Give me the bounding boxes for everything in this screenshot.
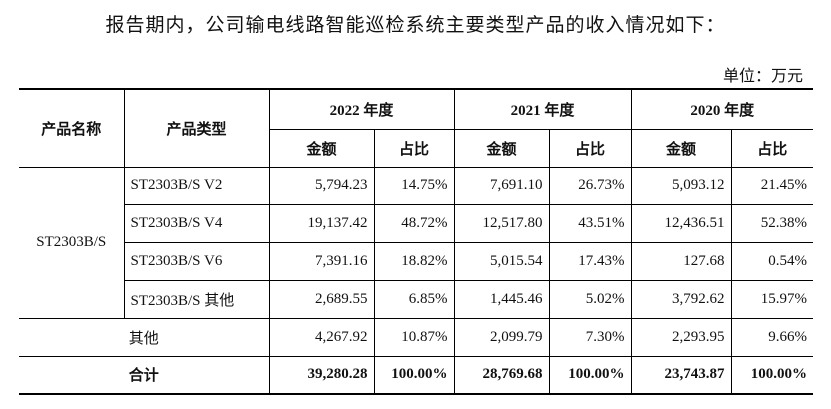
header-product-type: 产品类型 — [123, 88, 270, 168]
header-row-years: 产品名称 产品类型 2022 年度 2021 年度 2020 年度 — [19, 88, 814, 168]
amount-cell: 4,267.92 — [268, 317, 375, 357]
amount-cell: 3,792.62 — [630, 279, 732, 319]
product-type-cell: ST2303B/S V2 — [123, 166, 270, 205]
header-year-2021: 2021 年度 — [453, 88, 632, 130]
unit-label: 单位：万元 — [722, 66, 803, 85]
header-year-2020: 2020 年度 — [630, 88, 814, 130]
table-row-total: 合计 39,280.28 100.00% 28,769.68 100.00% 2… — [19, 355, 814, 395]
header-amount: 金额 — [269, 128, 375, 168]
ratio-cell: 5.02% — [548, 279, 632, 319]
header-year-2022: 2022 年度 — [268, 88, 455, 130]
header-product-name: 产品名称 — [19, 88, 125, 168]
other-label-cell: 其他 — [19, 317, 270, 357]
total-amount-cell: 28,769.68 — [453, 355, 550, 395]
amount-cell: 2,099.79 — [453, 317, 550, 357]
ratio-cell: 17.43% — [548, 241, 632, 281]
ratio-cell: 48.72% — [373, 203, 455, 243]
product-type-cell: ST2303B/S V6 — [124, 241, 270, 281]
table-row: ST2303B/S V6 7,391.16 18.82% 5,015.54 17… — [19, 241, 814, 281]
ratio-cell: 6.85% — [373, 279, 455, 319]
ratio-cell: 26.73% — [548, 166, 632, 205]
ratio-cell: 52.38% — [730, 203, 814, 243]
header-ratio: 占比 — [373, 128, 455, 168]
amount-cell: 7,691.10 — [453, 166, 550, 205]
total-label-cell: 合计 — [19, 355, 270, 395]
intro-text: 报告期内，公司输电线路智能巡检系统主要类型产品的收入情况如下： — [105, 14, 726, 36]
ratio-cell: 9.66% — [730, 317, 814, 357]
total-ratio-cell: 100.00% — [548, 355, 632, 395]
ratio-cell: 15.97% — [730, 279, 814, 319]
amount-cell: 5,015.54 — [453, 241, 550, 281]
header-ratio: 占比 — [548, 128, 632, 168]
total-ratio-cell: 100.00% — [373, 355, 455, 395]
ratio-cell: 10.87% — [373, 317, 455, 357]
total-amount-cell: 23,743.87 — [630, 355, 732, 395]
income-table: 产品名称 产品类型 2022 年度 2021 年度 2020 年度 金额 占比 … — [19, 88, 814, 395]
product-type-cell: ST2303B/S V4 — [124, 203, 270, 243]
table-row: ST2303B/S 其他 2,689.55 6.85% 1,445.46 5.0… — [19, 279, 814, 319]
header-ratio: 占比 — [730, 128, 814, 168]
product-type-cell: ST2303B/S 其他 — [124, 279, 270, 319]
table-row: ST2303B/S ST2303B/S V2 5,794.23 14.75% 7… — [19, 166, 814, 319]
ratio-cell: 14.75% — [373, 166, 455, 205]
ratio-cell: 0.54% — [730, 241, 814, 281]
amount-cell: 19,137.42 — [268, 203, 375, 243]
total-ratio-cell: 100.00% — [730, 355, 814, 395]
ratio-cell: 18.82% — [373, 241, 455, 281]
header-amount: 金额 — [630, 128, 732, 168]
ratio-cell: 21.45% — [730, 166, 814, 205]
amount-cell: 7,391.16 — [268, 241, 375, 281]
amount-cell: 1,445.46 — [453, 279, 550, 319]
amount-cell: 2,293.95 — [630, 317, 732, 357]
table-row: ST2303B/S V4 19,137.42 48.72% 12,517.80 … — [19, 203, 814, 243]
ratio-cell: 43.51% — [548, 203, 632, 243]
table-row-other: 其他 4,267.92 10.87% 2,099.79 7.30% 2,293.… — [19, 317, 814, 357]
amount-cell: 5,794.23 — [268, 166, 375, 205]
group-name-cell: ST2303B/S — [19, 166, 125, 319]
header-amount: 金额 — [453, 128, 550, 168]
amount-cell: 127.68 — [630, 241, 732, 281]
amount-cell: 5,093.12 — [630, 166, 732, 205]
total-amount-cell: 39,280.28 — [268, 355, 375, 395]
ratio-cell: 7.30% — [548, 317, 632, 357]
amount-cell: 12,436.51 — [630, 203, 732, 243]
amount-cell: 2,689.55 — [268, 279, 375, 319]
amount-cell: 12,517.80 — [453, 203, 550, 243]
